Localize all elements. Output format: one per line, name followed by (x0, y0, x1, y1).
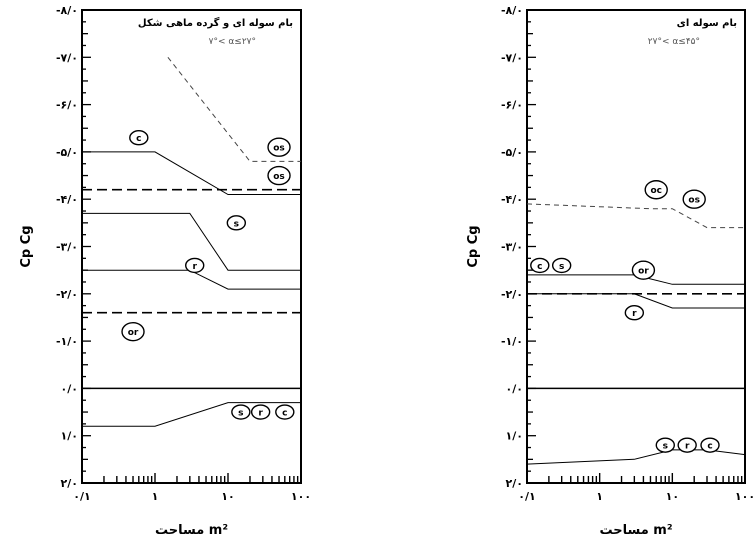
marker-label: r (685, 442, 690, 452)
marker-circle (677, 437, 697, 453)
y-tick-label: ۲/۰ (506, 477, 523, 490)
marker-label: r (258, 409, 263, 419)
marker-circle (267, 165, 291, 186)
series-line-cs (527, 274, 745, 285)
marker-circle (267, 137, 291, 157)
marker-circle (682, 189, 706, 209)
y-tick-label: -۴/۰ (501, 193, 523, 206)
y-tick-label: -۱/۰ (56, 335, 78, 348)
y-tick-label: -۵/۰ (56, 146, 78, 159)
marker-label: s (234, 219, 239, 229)
marker-label: r (632, 309, 637, 319)
y-tick-label: -۶/۰ (56, 99, 78, 112)
y-tick-label: -۷/۰ (501, 51, 523, 64)
marker-circle (631, 260, 656, 280)
y-tick-label: ۱/۰ (506, 430, 523, 443)
y-tick-label: -۲/۰ (501, 288, 523, 301)
marker-label: c (282, 409, 287, 419)
marker-circle (226, 215, 247, 231)
marker-circle (121, 321, 145, 342)
marker-label: os (273, 144, 285, 154)
marker-circle (700, 437, 720, 453)
y-tick-label: ۱/۰ (61, 430, 78, 443)
plot-frame (526, 9, 746, 484)
y-tick-label: ۰/۰ (61, 382, 78, 395)
y-tick-label: -۶/۰ (501, 99, 523, 112)
marker-circle (644, 180, 668, 200)
marker-circle (185, 257, 205, 274)
x-tick-label: ۱ (596, 490, 603, 503)
x-tick-label: ۱۰ (221, 490, 234, 503)
series-line-src (82, 402, 301, 427)
y-tick-label: -۱/۰ (501, 335, 523, 348)
x-tick-label: ۱۰۰ (291, 490, 311, 503)
y-axis-title: Cp Cg (466, 225, 481, 267)
marker-label: s (559, 262, 564, 272)
y-tick-label: -۸/۰ (501, 4, 523, 17)
series-line-oc/os (526, 203, 745, 229)
panel-title: بام سوله ای و گرده ماهی شکل (138, 16, 293, 29)
marker-label: or (128, 328, 139, 338)
marker-label: oc (650, 186, 662, 196)
y-tick-label: -۳/۰ (56, 241, 78, 254)
y-tick-label: -۸/۰ (56, 4, 78, 17)
y-tick-label: -۴/۰ (56, 193, 78, 206)
marker-label: or (638, 267, 649, 277)
series-line-c (82, 151, 301, 195)
series-line-s (82, 212, 301, 271)
y-tick-label: -۳/۰ (501, 241, 523, 254)
x-axis-title: مساحت m² (599, 523, 672, 538)
marker-label: c (136, 134, 141, 144)
marker-label: os (273, 172, 285, 182)
marker-circle (275, 404, 295, 420)
series-line-os (167, 56, 301, 162)
x-tick-label: ۰/۱ (73, 490, 90, 503)
series-line-r (82, 269, 301, 290)
marker-label: c (707, 442, 712, 452)
marker-circle (231, 404, 251, 420)
chart-panel-left: -۸/۰ -۷/۰ -۶/۰ -۵/۰ -۴/۰ -۳/۰ -۲/۰ -۱/۰ ۰/۰ ۱/۰ ۲/… (19, 4, 311, 538)
y-tick-label: ۰/۰ (506, 382, 523, 395)
x-tick-label: ۱۰۰ (735, 490, 755, 503)
x-tick-label: ۰/۱ (518, 490, 535, 503)
chart-panel-right: -۸/۰ -۷/۰ -۶/۰ -۵/۰ -۴/۰ -۳/۰ -۲/۰ -۱/۰ ۰/۰ ۱/۰ ۲/… (466, 4, 755, 538)
marker-label: s (238, 409, 243, 419)
y-tick-label: -۵/۰ (501, 146, 523, 159)
marker-circle (655, 437, 675, 453)
marker-label: r (192, 262, 197, 272)
x-tick-label: ۱۰ (666, 490, 679, 503)
marker-label: c (537, 262, 542, 272)
x-axis-title: مساحت m² (155, 523, 228, 538)
y-tick-label: -۲/۰ (56, 288, 78, 301)
y-tick-label: -۷/۰ (56, 51, 78, 64)
marker-circle (624, 305, 645, 321)
marker-circle (530, 257, 550, 274)
x-tick-label: ۱ (152, 490, 159, 503)
marker-circle (129, 130, 149, 146)
y-axis-title: Cp Cg (19, 225, 34, 267)
marker-label: os (688, 196, 700, 206)
marker-label: s (663, 442, 668, 452)
angle-condition: ۲۷°< α≤۴۵° (648, 37, 700, 47)
series-line-r (527, 293, 745, 309)
panel-title: بام سوله ای (677, 18, 737, 29)
y-tick-label: ۲/۰ (61, 477, 78, 490)
marker-circle (250, 404, 271, 420)
angle-condition: ۷°< α≤۲۷° (209, 37, 256, 47)
marker-circle (551, 257, 572, 274)
